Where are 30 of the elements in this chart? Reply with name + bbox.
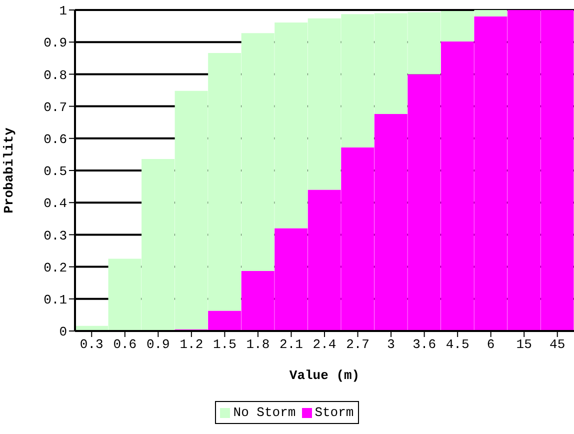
x-tick-label: 3 bbox=[387, 337, 395, 352]
x-tick-label: 15 bbox=[516, 337, 532, 352]
x-tick-label: 1.8 bbox=[246, 337, 270, 352]
x-tick-label: 1.5 bbox=[212, 337, 236, 352]
legend-label: Storm bbox=[314, 405, 354, 420]
x-tick-label: 1.2 bbox=[180, 337, 204, 352]
y-tick-label: 0.9 bbox=[44, 36, 67, 51]
y-tick-label: 0 bbox=[59, 324, 67, 340]
y-tick-label: 0.8 bbox=[44, 68, 67, 83]
y-tick-label: 0.3 bbox=[44, 228, 67, 244]
y-tick-label: 0.4 bbox=[44, 196, 68, 212]
x-tick-label: 4.5 bbox=[446, 337, 470, 352]
x-tick-label: 0.6 bbox=[113, 337, 137, 352]
x-tick-label: 2.7 bbox=[346, 337, 370, 352]
x-tick-label: 45 bbox=[550, 337, 566, 352]
y-tick-label: 0.7 bbox=[44, 100, 67, 115]
y-tick-label: 1 bbox=[59, 4, 68, 19]
x-tick-label: 3.6 bbox=[412, 337, 436, 352]
x-tick-label: 6 bbox=[486, 337, 495, 352]
x-axis-title: Value (m) bbox=[289, 368, 360, 383]
y-tick-label: 0.1 bbox=[44, 292, 68, 308]
y-tick-label: 0.2 bbox=[44, 260, 67, 276]
x-tick-label: 0.9 bbox=[146, 337, 170, 352]
legend-label: No Storm bbox=[232, 405, 296, 420]
x-tick-label: 2.4 bbox=[312, 337, 336, 352]
x-tick-label: 0.3 bbox=[80, 337, 104, 352]
y-axis-title: Probability bbox=[2, 127, 17, 214]
x-tick-label: 2.1 bbox=[280, 337, 304, 352]
y-tick-label: 0.5 bbox=[44, 164, 67, 180]
y-tick-label: 0.6 bbox=[44, 132, 67, 148]
